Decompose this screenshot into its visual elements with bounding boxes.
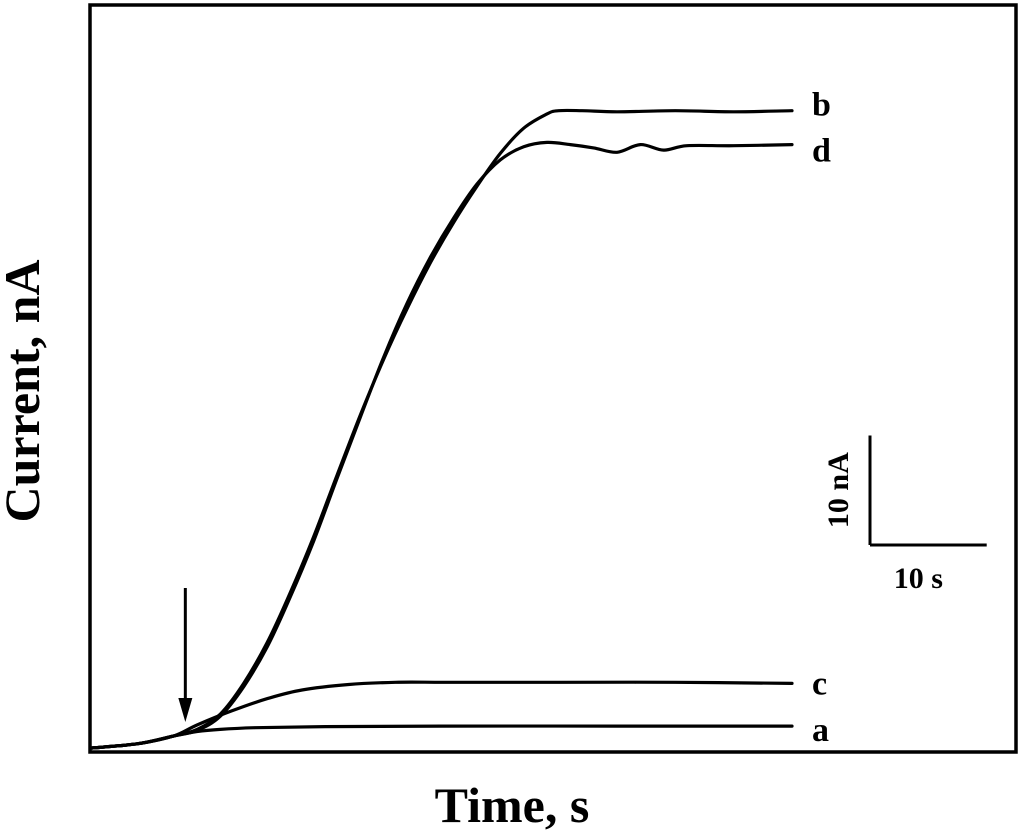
x-axis-label: Time, s: [434, 777, 590, 833]
series-label-b: b: [812, 87, 831, 124]
series-label-d: d: [812, 133, 831, 170]
series-label-c: c: [812, 665, 827, 702]
series-line-c: [90, 680, 794, 750]
series-label-a: a: [812, 712, 829, 749]
injection-arrow-head: [178, 698, 193, 722]
series-line-d: [90, 140, 794, 750]
series-line-b: [90, 108, 794, 750]
series-label-group: a b c d: [812, 87, 831, 749]
y-axis-label: Current, nA: [0, 259, 50, 523]
injection-arrow: [178, 588, 193, 722]
scale-bar-y-label: 10 nA: [822, 452, 855, 528]
series-group: [90, 108, 794, 750]
scale-bar: 10 nA 10 s: [822, 435, 987, 595]
scale-bar-x-label: 10 s: [894, 562, 943, 595]
plot-frame: [88, 3, 1018, 754]
